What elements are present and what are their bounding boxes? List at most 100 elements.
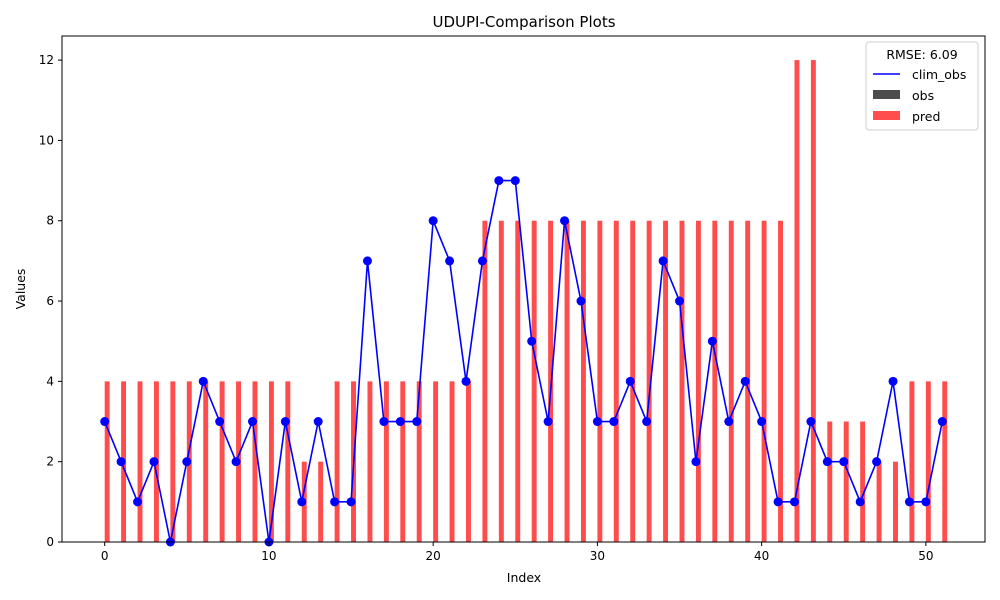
clim_obs-point	[231, 457, 241, 467]
legend-swatch-obs	[873, 90, 900, 99]
clim_obs-point	[494, 176, 504, 186]
pred-bar	[860, 421, 866, 542]
pred-bar	[466, 381, 471, 542]
pred-bar	[482, 220, 488, 542]
pred-bar	[203, 381, 209, 542]
clim_obs-point	[576, 296, 586, 306]
legend-label-obs: obs	[912, 88, 934, 103]
pred-bar	[613, 220, 619, 542]
pred-bar	[367, 381, 373, 542]
pred-bar	[646, 220, 652, 542]
plot-frame	[61, 35, 986, 543]
clim_obs-point	[477, 256, 487, 266]
pred-bar	[712, 220, 718, 542]
pred-bar	[761, 220, 767, 542]
pred-bar	[383, 381, 389, 542]
chart-title: UDUPI-Comparison Plots	[432, 13, 615, 31]
clim_obs-point	[461, 376, 471, 386]
clim_obs-point	[937, 417, 947, 427]
clim_obs-point	[280, 417, 290, 427]
clim_obs-point	[658, 256, 668, 266]
pred-bar	[810, 60, 816, 542]
pred-bar	[876, 461, 882, 542]
clim_obs-point	[330, 497, 340, 507]
x-tick-label: 50	[918, 549, 933, 563]
clim_obs-point	[510, 176, 520, 186]
legend-box	[865, 41, 979, 131]
pred-bar	[728, 220, 734, 542]
y-tick-label: 2	[46, 455, 54, 469]
pred-bar	[778, 220, 783, 542]
clim_obs-point	[149, 457, 159, 467]
pred-bar	[925, 381, 931, 542]
pred-bar	[580, 220, 586, 542]
clim_obs-point	[133, 497, 143, 507]
y-tick-label: 10	[39, 133, 54, 147]
pred-bar	[909, 381, 915, 542]
y-tick-label: 0	[46, 535, 54, 549]
clim_obs-point	[248, 417, 258, 427]
clim_obs-point	[362, 256, 372, 266]
pred-bar	[564, 220, 570, 542]
clim_obs-point	[904, 497, 914, 507]
pred-bar	[679, 220, 685, 542]
x-axis-label: Index	[507, 570, 541, 585]
clim_obs-point	[707, 336, 717, 346]
clim_obs-point	[313, 417, 323, 427]
clim_obs-point	[642, 417, 652, 427]
pred-bar	[695, 220, 701, 542]
clim_obs-point	[297, 497, 307, 507]
clim_obs-point	[691, 457, 701, 467]
legend-swatch-pred	[873, 111, 900, 120]
line-layer	[100, 176, 947, 547]
pred-bar	[827, 421, 833, 542]
clim_obs-point	[625, 376, 635, 386]
y-axis-label: Values	[13, 269, 28, 310]
clim_obs-point	[789, 497, 799, 507]
pred-bar	[334, 381, 340, 542]
pred-bar	[794, 60, 800, 542]
clim_obs-point	[346, 497, 356, 507]
pred-bar	[843, 421, 849, 542]
x-tick-label: 40	[754, 549, 769, 563]
clim_obs-point	[609, 417, 619, 427]
pred-bar	[531, 220, 537, 542]
x-tick-label: 10	[261, 549, 276, 563]
clim_obs-point	[379, 417, 389, 427]
legend: RMSE: 6.09 clim_obs obs pred	[865, 41, 979, 131]
clim_obs-line	[103, 179, 944, 543]
x-tick-label: 0	[101, 549, 109, 563]
clim_obs-point	[806, 417, 816, 427]
y-axis: 0 2 4 6 8 10 12	[39, 53, 62, 549]
pred-bar	[416, 381, 422, 542]
clim_obs-point	[116, 457, 126, 467]
clim_obs-point	[592, 417, 602, 427]
clim_obs-point	[395, 417, 405, 427]
clim_obs-point	[757, 417, 767, 427]
pred-bar	[663, 220, 669, 542]
pred-bar	[137, 381, 143, 542]
legend-title: RMSE: 6.09	[886, 47, 957, 62]
pred-bar	[252, 381, 258, 542]
clim_obs-point	[100, 417, 110, 427]
clim_obs-point	[839, 457, 849, 467]
pred-bar	[400, 381, 406, 542]
clim_obs-point	[445, 256, 455, 266]
clim_obs-point	[198, 376, 208, 386]
y-tick-label: 8	[46, 214, 54, 228]
clim_obs-point	[412, 417, 422, 427]
clim_obs-point	[527, 336, 537, 346]
clim_obs-point	[872, 457, 882, 467]
x-tick-label: 20	[426, 549, 441, 563]
y-tick-label: 12	[39, 53, 54, 67]
pred-bar	[104, 381, 110, 542]
legend-label-pred: pred	[912, 109, 940, 124]
pred-bar	[318, 461, 324, 542]
clim_obs-point	[773, 497, 783, 507]
clim_obs-point	[740, 376, 750, 386]
clim_obs-point	[560, 216, 570, 226]
clim_obs-point	[888, 376, 898, 386]
clim_obs-point	[215, 417, 225, 427]
clim_obs-point	[428, 216, 438, 226]
